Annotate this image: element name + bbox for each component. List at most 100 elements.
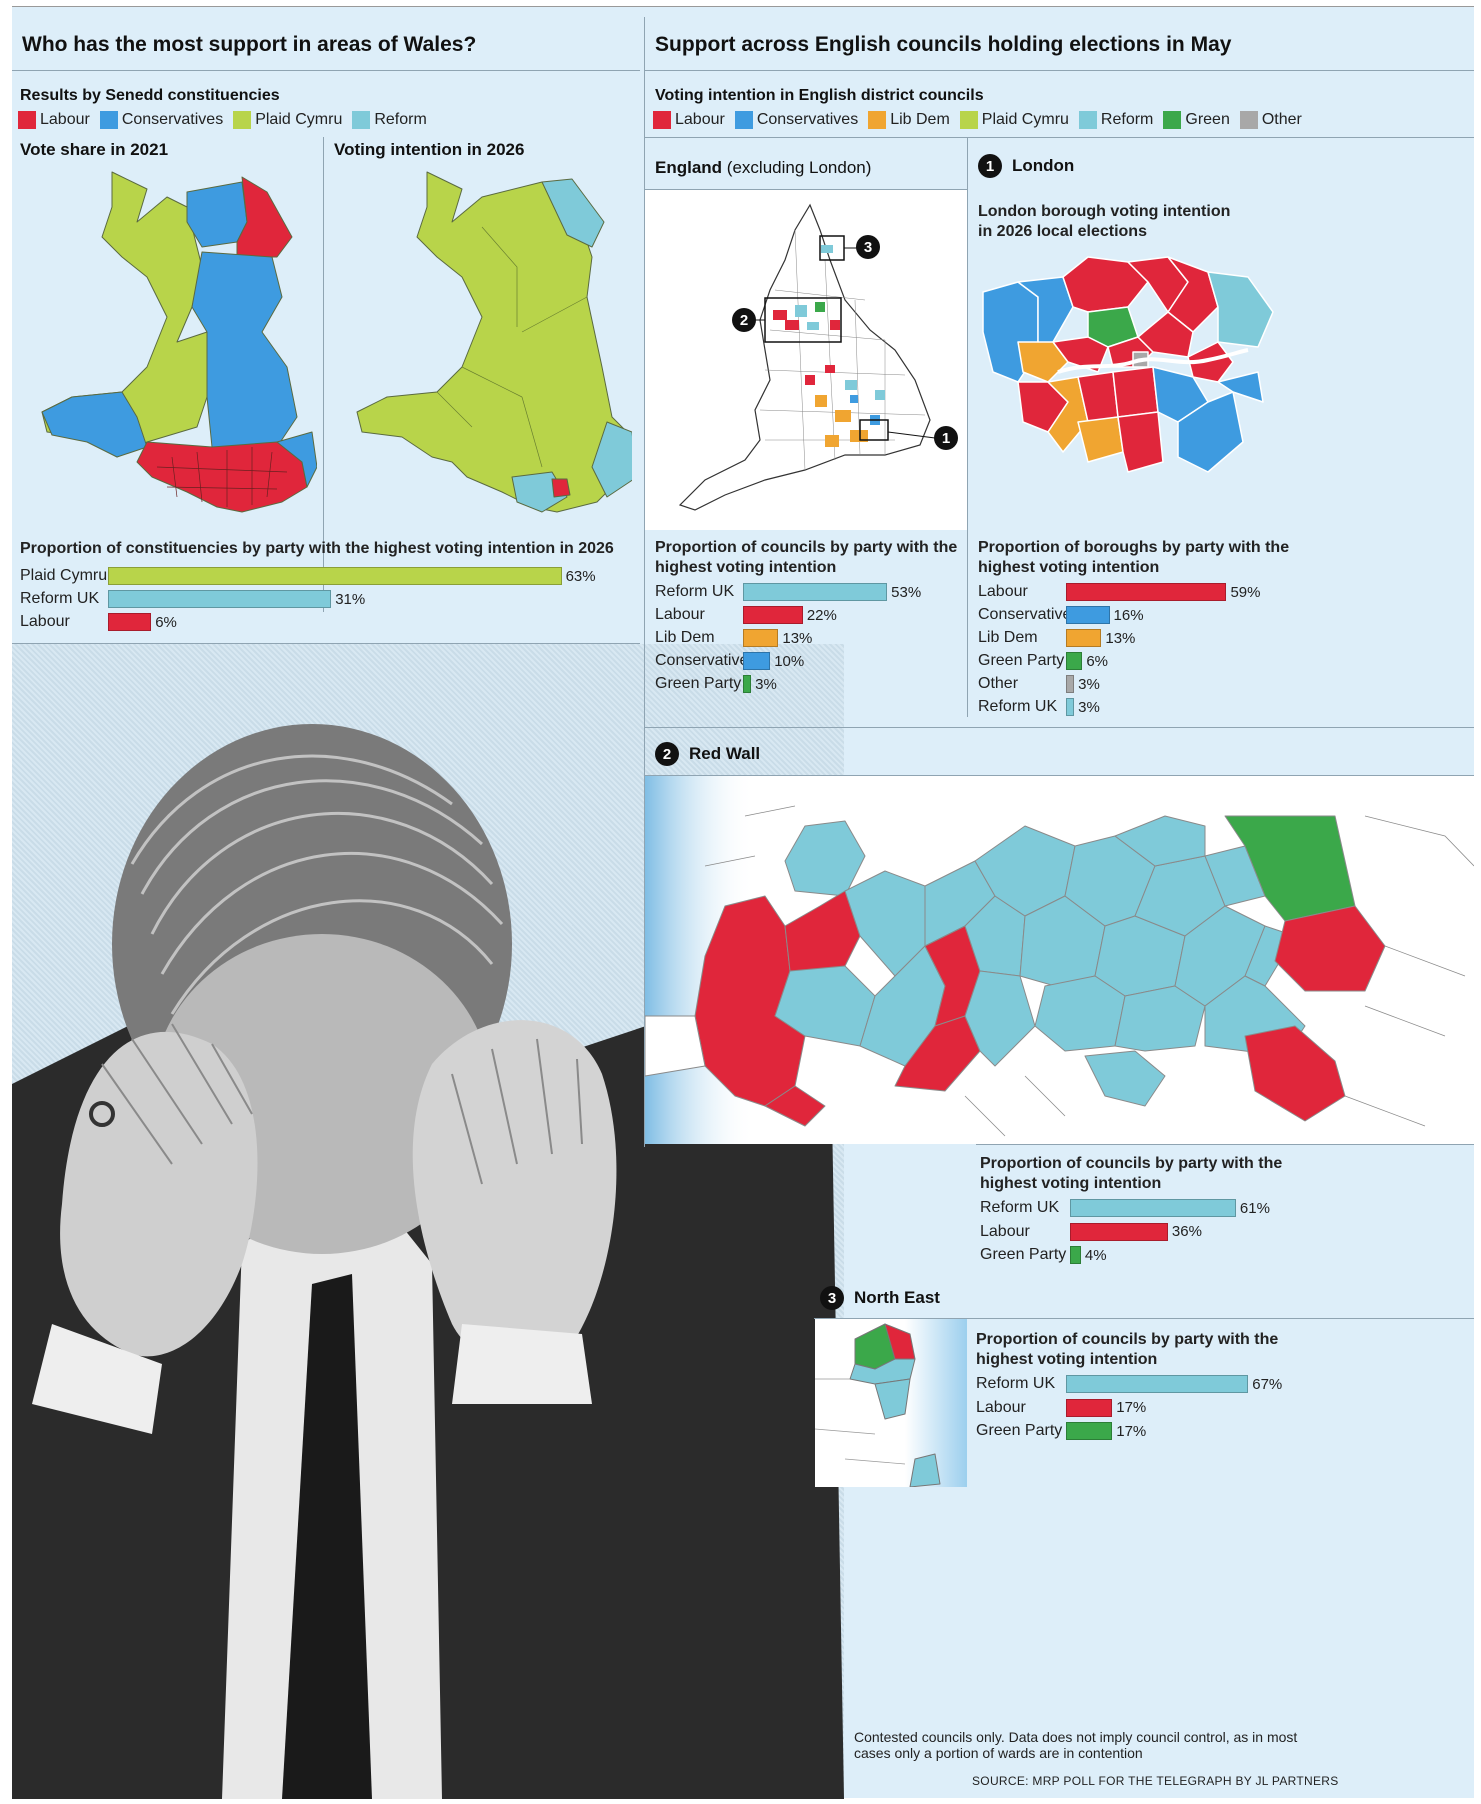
bar-row: Green Party 3% <box>655 673 955 695</box>
photo <box>12 644 844 1799</box>
bar-row: Labour 22% <box>655 604 955 626</box>
divider <box>644 17 645 1147</box>
legend-item: Reform <box>352 111 427 129</box>
wales-map-right-title: Voting intention in 2026 <box>334 140 525 159</box>
england-map-title: England (excluding London) <box>655 158 872 177</box>
wales-chart-title: Proportion of constituencies by party wi… <box>20 540 614 557</box>
bar <box>1066 1398 1113 1417</box>
london-heading: 1 London <box>978 154 1074 178</box>
bar-category-label: Reform UK <box>655 583 735 600</box>
bar-row: Reform UK 53% <box>655 581 955 603</box>
legend-swatch <box>959 111 978 129</box>
london-map-title: London borough voting intention in 2026 … <box>978 203 1231 240</box>
legend-label: Plaid Cymru <box>981 111 1069 128</box>
divider <box>644 727 1474 728</box>
bar-row: Plaid Cymru 63% <box>20 565 620 587</box>
bar <box>1066 629 1102 647</box>
legend-label: Reform <box>1100 111 1154 128</box>
bar <box>1066 698 1075 716</box>
bar-value-label: 63% <box>565 567 596 585</box>
legend-item: Plaid Cymru <box>959 111 1069 129</box>
legend-swatch <box>233 111 252 129</box>
redwall-chart-title: Proportion of councils by party with the… <box>980 1155 1283 1192</box>
divider <box>967 137 968 717</box>
bar-value-label: 6% <box>155 613 177 631</box>
footnote: Contested councils only. Data does not i… <box>854 1729 1298 1761</box>
bar-value-label: 3% <box>755 675 777 693</box>
bar-row: Reform UK 3% <box>978 696 1278 718</box>
bar-row: Reform UK 61% <box>980 1197 1280 1219</box>
london-bar-chart: Labour 59% Conservative 16% Lib Dem 13% Green … <box>978 581 1278 731</box>
wales-legend: Labour Conservatives Plaid Cymru Reform <box>18 111 427 129</box>
bar <box>743 675 752 693</box>
bar <box>1070 1222 1168 1241</box>
redwall-title: Red Wall <box>689 744 761 763</box>
bar-value-label: 67% <box>1252 1375 1283 1393</box>
bar-row: Conservative 16% <box>978 604 1278 626</box>
legend-label: Other <box>1261 111 1302 128</box>
bar-category-label: Labour <box>976 1398 1026 1416</box>
bar-value-label: 10% <box>774 652 805 670</box>
divider <box>644 189 967 190</box>
bar-value-label: 36% <box>1171 1223 1202 1240</box>
bar <box>1066 1375 1249 1393</box>
man-head-in-hands-photo <box>12 724 844 1799</box>
bar-category-label: Labour <box>20 613 70 630</box>
redwall-bar-chart: Reform UK 61% Labour 36% Green Party 4% <box>980 1197 1280 1277</box>
divider <box>644 775 1474 776</box>
badge: 1 <box>978 154 1002 178</box>
bar <box>1066 583 1227 601</box>
england-map: 3 2 1 <box>645 190 967 530</box>
england-subtitle: Voting intention in English district cou… <box>655 87 984 104</box>
legend-label: Conservatives <box>121 111 224 128</box>
bar-value-label: 22% <box>806 606 837 624</box>
bar-category-label: Lib Dem <box>978 629 1038 646</box>
divider <box>12 70 640 71</box>
legend-swatch <box>1163 111 1182 129</box>
legend-swatch <box>653 111 671 129</box>
divider <box>12 643 640 644</box>
badge: 3 <box>820 1286 844 1310</box>
london-chart-title: Proportion of boroughs by party with the… <box>978 539 1290 576</box>
bar-row: Reform UK 31% <box>20 588 620 610</box>
bar <box>1066 606 1110 624</box>
divider <box>644 137 1474 138</box>
bar-category-label: Reform UK <box>978 698 1058 715</box>
bar <box>1070 1246 1081 1264</box>
infographic: Who has the most support in areas of Wal… <box>12 6 1474 1799</box>
legend-swatch <box>734 111 753 129</box>
northeast-title: North East <box>854 1288 940 1307</box>
wales-subtitle: Results by Senedd constituencies <box>20 87 280 104</box>
bar-row: Green Party 4% <box>980 1244 1280 1266</box>
bar-category-label: Plaid Cymru <box>20 567 108 584</box>
northeast-heading: 3 North East <box>820 1286 940 1310</box>
legend-item: Reform <box>1078 111 1154 129</box>
legend-item: Labour <box>653 111 725 129</box>
bar-category-label: Green Party <box>980 1246 1067 1263</box>
bar <box>1070 1199 1236 1217</box>
divider <box>644 70 1474 71</box>
legend-label: Green <box>1185 111 1230 128</box>
bar-value-label: 17% <box>1116 1399 1147 1416</box>
northeast-bar-chart: Reform UK 67% Labour 17% Green Party 17% <box>976 1373 1282 1453</box>
legend-swatch <box>1239 111 1258 129</box>
legend-swatch <box>352 111 371 129</box>
wales-map-2021 <box>41 171 317 513</box>
legend-swatch <box>99 111 118 129</box>
bar <box>743 629 779 647</box>
bar-row: Labour 17% <box>976 1397 1276 1419</box>
legend-item: Plaid Cymru <box>233 111 342 129</box>
redwall-map <box>645 776 1474 1144</box>
legend-item: Other <box>1239 111 1302 129</box>
legend-swatch <box>18 111 36 129</box>
northeast-map <box>815 1319 967 1487</box>
bar <box>108 590 332 608</box>
legend-item: Labour <box>18 111 90 129</box>
legend-item: Green <box>1163 111 1230 129</box>
bar-row: Labour 36% <box>980 1221 1280 1243</box>
bar-row: Labour 6% <box>20 611 620 633</box>
bar-category-label: Green Party <box>978 652 1065 669</box>
england-title: Support across English councils holding … <box>655 33 1232 56</box>
bar-value-label: 16% <box>1113 606 1144 624</box>
legend-swatch <box>1078 111 1097 129</box>
